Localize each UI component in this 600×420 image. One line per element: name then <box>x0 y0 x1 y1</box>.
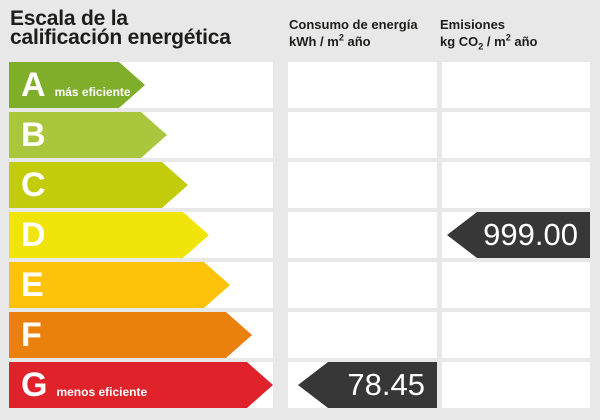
page-title-line2: calificación energética <box>10 26 231 49</box>
rating-sublabel-a: más eficiente <box>54 85 131 99</box>
emisiones-cell-g <box>442 362 590 408</box>
consumo-cell-f <box>288 312 437 358</box>
page-title: Escala de la calificación energética <box>10 7 231 49</box>
rating-letter-b: B <box>21 116 46 154</box>
rating-letter-g: G <box>21 366 48 404</box>
rating-bar-c: C <box>9 162 188 208</box>
emisiones-header-unit: kg CO2 / m2 año <box>440 32 538 52</box>
column-header-emisiones: Emisiones kg CO2 / m2 año <box>440 16 590 52</box>
rating-letter-a: A <box>21 66 46 104</box>
emisiones-header-title: Emisiones <box>440 17 506 32</box>
rating-letter-e: E <box>21 266 44 304</box>
consumo-cell-b <box>288 112 437 158</box>
emisiones-cell-a <box>442 62 590 108</box>
emisiones-cell-c <box>442 162 590 208</box>
consumo-cell-a <box>288 62 437 108</box>
consumo-cell-e <box>288 262 437 308</box>
consumo-header-unit: kWh / m2 año <box>289 32 371 49</box>
emisiones-value-badge: 999.00 <box>447 212 590 258</box>
rating-bar-e: E <box>9 262 230 308</box>
emisiones-cell-f <box>442 312 590 358</box>
rating-bar-f: F <box>9 312 252 358</box>
rating-bar-g: G menos eficiente <box>9 362 273 408</box>
rating-letter-c: C <box>21 166 46 204</box>
page-title-line1: Escala de la <box>10 7 128 30</box>
consumo-header-title: Consumo de energía <box>289 17 418 32</box>
rating-bar-b: B <box>9 112 167 158</box>
rating-bar-a: A más eficiente <box>9 62 145 108</box>
consumo-cell-c <box>288 162 437 208</box>
rating-bar-d: D <box>9 212 209 258</box>
emisiones-value: 999.00 <box>483 217 578 252</box>
consumo-value: 78.45 <box>347 367 425 402</box>
rating-sublabel-g: menos eficiente <box>56 385 148 399</box>
emisiones-cell-e <box>442 262 590 308</box>
rating-letter-d: D <box>21 216 46 254</box>
emisiones-cell-b <box>442 112 590 158</box>
consumo-cell-d <box>288 212 437 258</box>
consumo-value-badge: 78.45 <box>298 362 437 408</box>
column-header-consumo: Consumo de energía kWh / m2 año <box>289 16 437 50</box>
rating-letter-f: F <box>21 316 42 354</box>
